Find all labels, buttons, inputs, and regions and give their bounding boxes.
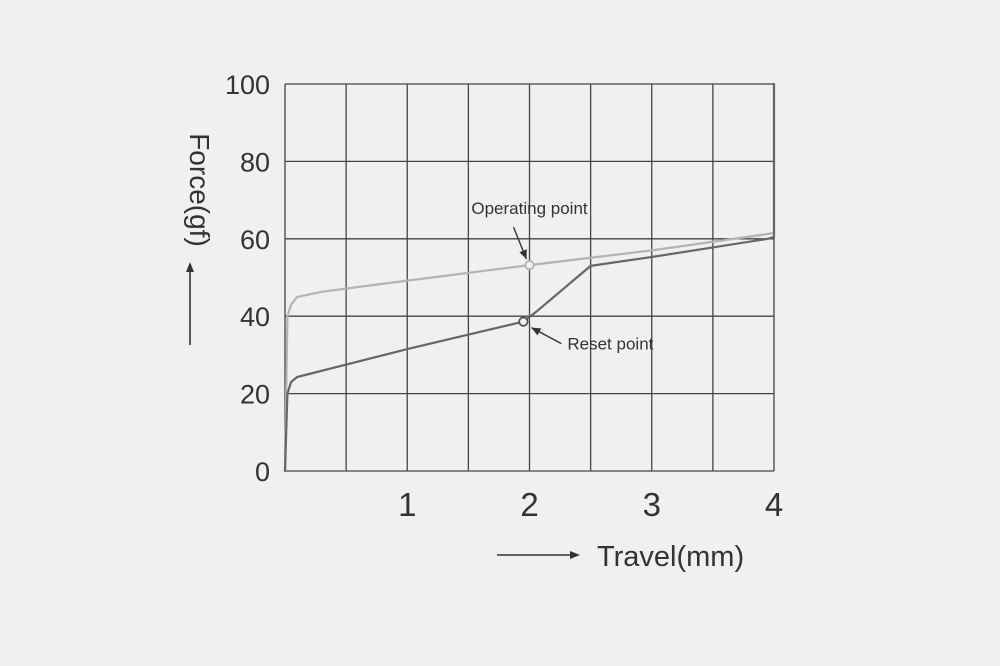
annotations: Operating point Reset point bbox=[471, 199, 653, 354]
y-axis-title: Force(gf) bbox=[184, 133, 215, 247]
series-lines bbox=[283, 82, 776, 473]
y-tick-label: 60 bbox=[240, 225, 270, 255]
y-tick-label: 80 bbox=[240, 147, 270, 177]
y-tick-label: 40 bbox=[240, 302, 270, 332]
x-axis-title: Travel(mm) bbox=[597, 541, 744, 573]
y-tick-label: 0 bbox=[255, 457, 270, 487]
grid bbox=[284, 83, 775, 472]
reset-point-marker bbox=[518, 316, 529, 327]
series-line-1 bbox=[283, 231, 776, 473]
x-tick-labels: 1 2 3 4 bbox=[398, 486, 783, 523]
y-tick-label: 100 bbox=[225, 70, 270, 100]
reset-point-label: Reset point bbox=[567, 335, 653, 354]
operating-point-label: Operating point bbox=[471, 199, 588, 218]
x-axis-arrowhead-icon bbox=[570, 551, 580, 559]
x-tick-label: 3 bbox=[643, 486, 661, 523]
y-axis-arrowhead-icon bbox=[186, 262, 194, 272]
reset-point-arrowhead-icon bbox=[531, 327, 542, 336]
y-tick-labels: 0 20 40 60 80 100 bbox=[225, 70, 270, 487]
y-axis-title-group: Force(gf) bbox=[184, 133, 215, 345]
y-tick-label: 20 bbox=[240, 380, 270, 410]
operating-point-arrowhead-icon bbox=[519, 249, 527, 260]
operating-point-marker bbox=[524, 260, 535, 271]
x-axis-title-group: Travel(mm) bbox=[497, 541, 744, 573]
x-tick-label: 1 bbox=[398, 486, 416, 523]
series-line-2 bbox=[283, 82, 776, 473]
x-tick-label: 2 bbox=[520, 486, 538, 523]
x-tick-label: 4 bbox=[765, 486, 783, 523]
